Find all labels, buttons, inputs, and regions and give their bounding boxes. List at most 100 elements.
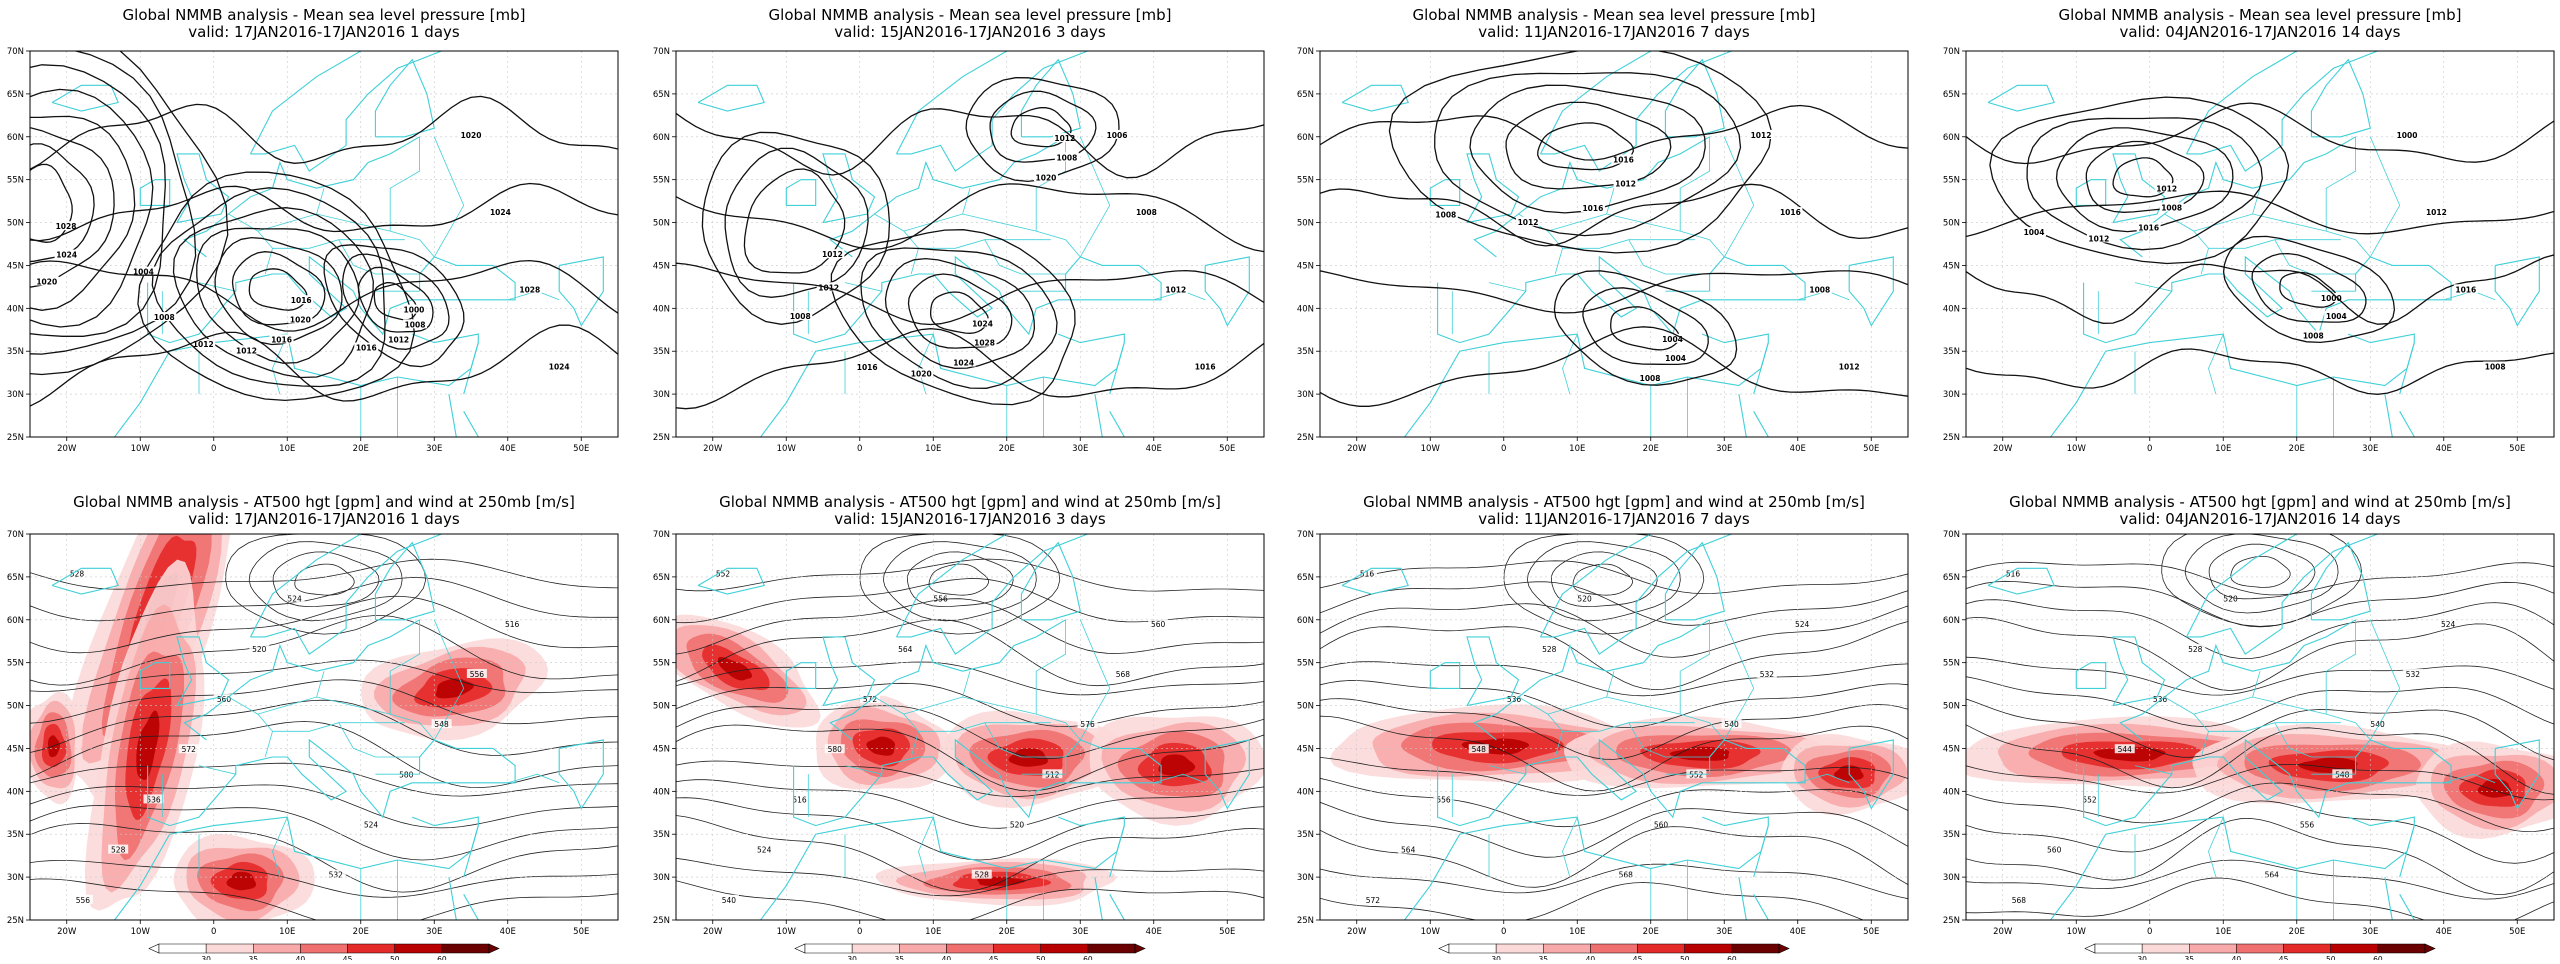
colorbar-segment	[347, 943, 395, 954]
coastline	[759, 816, 1125, 920]
height-contour	[1320, 863, 1908, 900]
height-contour	[1526, 541, 1681, 622]
colorbar-segment	[2377, 943, 2426, 954]
isobar-label: 1012	[2426, 208, 2447, 217]
isobar-label: 1020	[461, 131, 482, 140]
isobar-label: 1008	[1809, 285, 1830, 294]
panel-title: Global NMMB analysis - AT500 hgt [gpm] a…	[73, 493, 575, 511]
isobar-label-bg	[488, 207, 513, 217]
lon-tick-label: 0	[1501, 927, 1506, 937]
isobar-label: 1008	[2485, 363, 2506, 372]
isobar	[1989, 96, 2290, 265]
lon-tick-label: 10E	[925, 927, 941, 937]
height-contour	[2208, 543, 2316, 600]
country-border	[2443, 773, 2496, 784]
isobar-label-bg	[459, 129, 483, 139]
isobar	[323, 244, 465, 368]
wind-shading	[866, 736, 895, 756]
contour-label: 516	[2006, 570, 2021, 579]
coastline	[822, 636, 876, 707]
lat-tick-label: 45N	[653, 261, 670, 271]
contour-label-bg	[2297, 819, 2318, 829]
coastline	[1540, 534, 1734, 655]
country-border	[1679, 136, 1710, 232]
lon-tick-label: 30E	[2362, 444, 2378, 454]
colorbar-segment	[394, 943, 443, 954]
height-contour	[248, 541, 403, 622]
lon-tick-label: 0	[2147, 444, 2152, 454]
contour-label: 568	[1116, 670, 1131, 679]
map-content: 1012 1008 1020 1024 1028 1024 1020 1016 1012 1012…	[676, 51, 1264, 437]
coastline	[759, 333, 1125, 437]
country-border	[2193, 213, 2371, 258]
coastline	[1094, 394, 1103, 437]
coastline	[1429, 662, 1461, 689]
lon-tick-label: 20W	[1347, 927, 1367, 937]
isobar-label: 1004	[1665, 354, 1686, 363]
coastline	[139, 179, 171, 206]
colorbar-tick-label: 50	[1036, 955, 1046, 960]
lat-tick-label: 65N	[1297, 90, 1314, 100]
isobar-label: 1004	[133, 268, 154, 277]
contour-label: 532	[329, 871, 344, 880]
isobar-label: 1016	[2138, 223, 2159, 232]
map-content: 516 520 524 528 532 536 540 548 552 556 560 564 568 5…	[1320, 534, 1908, 920]
isobar	[30, 115, 136, 311]
lon-tick-label: 10W	[1421, 927, 1441, 937]
contour-label-bg	[2079, 794, 2100, 804]
contour-label: 520	[1577, 595, 1592, 604]
coastline	[250, 51, 444, 172]
colorbar-segment	[1448, 943, 1497, 954]
contour-label-bg	[789, 794, 810, 804]
isobar	[929, 291, 989, 334]
country-border	[962, 671, 971, 698]
lat-tick-label: 65N	[1297, 573, 1314, 583]
lat-tick-label: 65N	[653, 90, 670, 100]
isobar-label: 1028	[974, 339, 995, 348]
lon-tick-label: 20E	[353, 444, 369, 454]
coastline	[1403, 816, 1769, 920]
colorbar-tick-label: 60	[437, 955, 447, 960]
country-border	[2252, 188, 2261, 215]
contour-label: 580	[828, 745, 843, 754]
lon-tick-label: 10W	[777, 927, 797, 937]
isobar-label: 1008	[154, 313, 175, 322]
colorbar-tick-label: 45	[343, 955, 353, 960]
lat-tick-label: 40N	[653, 787, 670, 797]
isobar	[1966, 102, 2554, 165]
isobar	[1966, 190, 2554, 238]
country-border	[389, 136, 420, 232]
contour-label: 548	[2335, 770, 2350, 779]
isobar	[2112, 157, 2174, 198]
contour-label: 568	[1619, 871, 1634, 880]
contour-label-bg	[2438, 618, 2459, 628]
lat-tick-label: 70N	[653, 530, 670, 540]
coastline	[2494, 739, 2540, 810]
isobar	[1320, 270, 1908, 314]
colorbar-segment	[2330, 943, 2379, 954]
isobar-label: 1024	[953, 359, 974, 368]
lon-tick-label: 40E	[500, 927, 516, 937]
isobar	[743, 168, 846, 274]
country-border	[874, 696, 919, 758]
lon-tick-label: 20E	[353, 927, 369, 937]
isobar-label: 1008	[2303, 332, 2324, 341]
isobar	[30, 163, 73, 243]
contour-label-bg	[2114, 744, 2135, 754]
panel-title: Global NMMB analysis - AT500 hgt [gpm] a…	[1363, 493, 1865, 511]
height-contour	[30, 558, 618, 590]
lat-tick-label: 70N	[653, 47, 670, 57]
colorbar-segment	[300, 943, 348, 954]
lon-tick-label: 20W	[703, 444, 723, 454]
contour-label: 516	[792, 795, 807, 804]
lat-tick-label: 35N	[1943, 347, 1960, 357]
contour-label-bg	[2261, 869, 2282, 879]
contour-label: 524	[287, 595, 302, 604]
isobar-label-bg	[234, 345, 259, 355]
contour-label-bg	[2402, 668, 2423, 678]
map-content: 528 524 516 520 556 560 548 572 580 536 524 528 532 5…	[30, 534, 618, 920]
panel-valid-date: valid: 15JAN2016-17JAN2016 3 days	[834, 23, 1106, 41]
contour-label-bg	[1362, 894, 1383, 904]
wind-shading	[226, 871, 257, 891]
contour-label: 532	[1760, 670, 1775, 679]
